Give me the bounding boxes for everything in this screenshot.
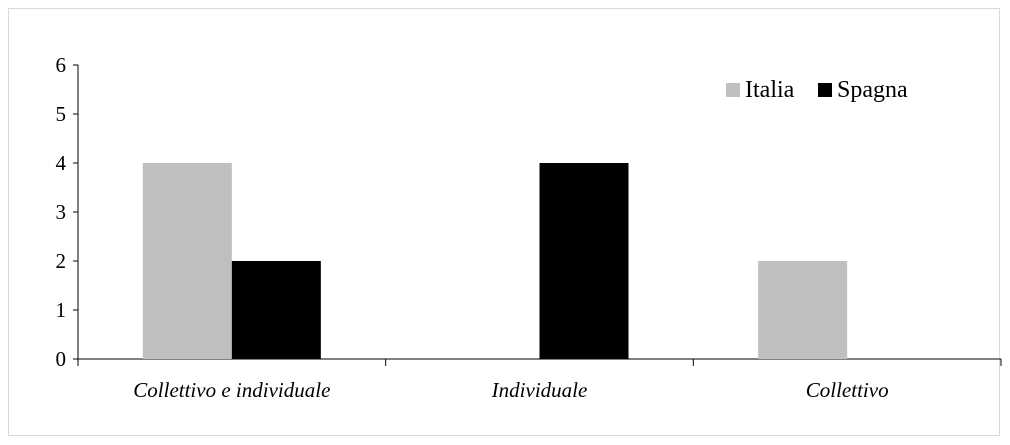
bar-italia-3 bbox=[758, 261, 848, 359]
bars bbox=[142, 163, 848, 359]
x-category-label: Individuale bbox=[491, 378, 588, 402]
x-category-labels: Collettivo e individuale Individuale Colle… bbox=[133, 378, 888, 402]
y-tick-label: 4 bbox=[56, 151, 67, 175]
bar-spagna-1 bbox=[231, 261, 321, 359]
legend: Italia Spagna bbox=[726, 77, 908, 103]
bar-italia-1 bbox=[142, 163, 232, 359]
y-tick-label: 0 bbox=[56, 347, 67, 371]
legend-label-spagna: Spagna bbox=[837, 77, 908, 103]
y-tick-label: 3 bbox=[56, 200, 67, 224]
y-tick-label: 1 bbox=[56, 298, 67, 322]
legend-label-italia: Italia bbox=[745, 77, 795, 103]
x-category-label: Collettivo bbox=[806, 378, 889, 402]
x-category-label: Collettivo e individuale bbox=[133, 378, 330, 402]
y-tick-label: 2 bbox=[56, 249, 67, 273]
legend-swatch-italia bbox=[726, 83, 740, 97]
y-tick-label: 5 bbox=[56, 102, 67, 126]
y-tick-labels: 0 1 2 3 4 5 6 bbox=[56, 53, 78, 371]
bar-spagna-2 bbox=[539, 163, 629, 359]
legend-swatch-spagna bbox=[818, 83, 832, 97]
y-tick-label: 6 bbox=[56, 53, 67, 77]
